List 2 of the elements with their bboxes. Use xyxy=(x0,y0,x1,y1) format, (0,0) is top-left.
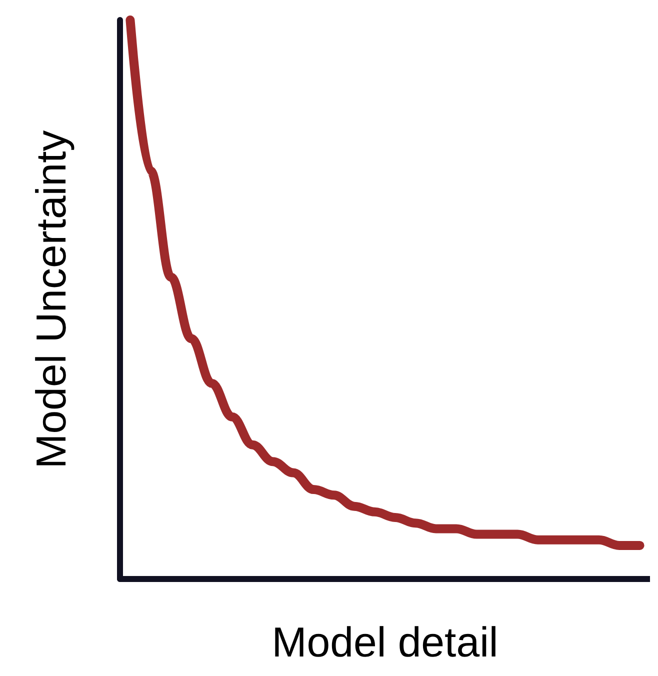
x-axis-title: Model detail xyxy=(272,618,498,666)
y-axis-title: Model Uncertainty xyxy=(28,130,74,469)
